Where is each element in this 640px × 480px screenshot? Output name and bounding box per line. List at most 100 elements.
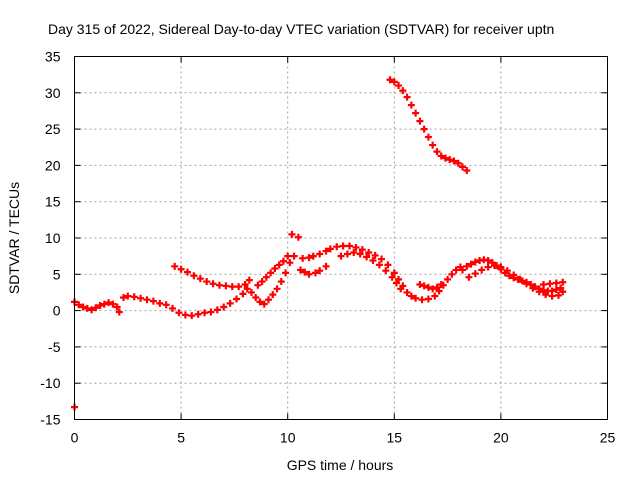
data-point	[467, 260, 475, 268]
data-point	[392, 279, 400, 287]
data-point	[375, 261, 383, 269]
x-tick-label: 20	[493, 430, 509, 446]
data-point	[559, 278, 567, 286]
data-point	[222, 282, 230, 290]
data-point	[557, 284, 565, 292]
data-point	[352, 243, 360, 251]
data-point	[337, 252, 345, 260]
data-point	[177, 265, 185, 273]
y-tick-label: 30	[45, 85, 61, 101]
data-point	[343, 250, 351, 258]
y-tick-label: -10	[40, 375, 60, 391]
data-point	[471, 270, 479, 278]
data-point	[433, 148, 441, 156]
data-point	[350, 249, 358, 257]
data-point	[254, 281, 262, 289]
data-point	[448, 270, 456, 278]
data-point	[109, 300, 117, 308]
x-tick-label: 15	[387, 430, 403, 446]
data-point	[322, 247, 330, 255]
data-point	[522, 280, 530, 288]
data-point	[299, 254, 307, 262]
data-point	[265, 296, 273, 304]
data-point	[416, 117, 424, 125]
data-point	[386, 76, 394, 84]
data-point	[497, 263, 505, 271]
y-tick-label: 25	[45, 121, 61, 137]
data-point	[226, 299, 234, 307]
data-point	[188, 312, 196, 320]
data-point	[316, 267, 324, 275]
data-point	[412, 109, 420, 117]
data-point	[384, 261, 392, 269]
data-point	[279, 257, 287, 265]
data-point	[390, 78, 398, 86]
data-point	[190, 272, 198, 280]
data-point	[88, 306, 96, 314]
data-point	[301, 268, 309, 276]
data-point	[444, 275, 452, 283]
data-point	[516, 275, 524, 283]
data-point	[290, 252, 298, 260]
data-point	[333, 243, 341, 251]
data-point	[156, 299, 164, 307]
data-point	[435, 287, 443, 295]
data-point	[542, 291, 550, 299]
data-point	[420, 125, 428, 133]
data-point	[363, 253, 371, 261]
data-point	[96, 302, 104, 310]
y-tick-label: -5	[48, 339, 61, 355]
data-point	[171, 262, 179, 270]
y-tick-label: 15	[45, 194, 61, 210]
data-point	[358, 246, 366, 254]
data-point	[105, 299, 113, 307]
data-point	[245, 276, 253, 284]
data-point	[371, 251, 379, 259]
data-point	[491, 262, 499, 270]
data-point	[194, 310, 202, 318]
data-point	[181, 311, 189, 319]
data-point	[416, 280, 424, 288]
data-point	[529, 284, 537, 292]
data-point	[412, 294, 420, 302]
grid	[74, 56, 608, 420]
data-point	[459, 266, 467, 274]
data-point	[454, 159, 462, 167]
x-tick-label: 25	[600, 430, 616, 446]
data-point	[267, 269, 275, 277]
data-point	[452, 266, 460, 274]
data-point	[339, 242, 347, 250]
data-point	[484, 263, 492, 271]
data-point	[120, 294, 128, 302]
data-point	[548, 292, 556, 300]
data-point	[130, 293, 138, 301]
data-point	[365, 249, 373, 257]
data-point	[407, 101, 415, 109]
data-point	[256, 298, 264, 306]
data-point	[175, 309, 183, 317]
data-point	[478, 266, 486, 274]
data-point	[220, 303, 228, 311]
data-point	[137, 294, 145, 302]
data-point	[552, 279, 560, 287]
data-point	[403, 288, 411, 296]
data-point	[196, 275, 204, 283]
data-point	[446, 156, 454, 164]
data-point	[395, 82, 403, 90]
data-point	[503, 267, 511, 275]
data-point	[271, 264, 279, 272]
data-point	[382, 267, 390, 275]
data-point	[369, 257, 377, 265]
data-point	[282, 269, 290, 277]
data-point	[463, 262, 471, 270]
data-point	[262, 273, 270, 281]
data-point	[484, 257, 492, 265]
data-point	[429, 285, 437, 293]
data-point	[143, 296, 151, 304]
data-point	[286, 259, 294, 267]
y-tick-label: 5	[53, 266, 61, 282]
data-point	[356, 250, 364, 258]
y-tick-label: 10	[45, 230, 61, 246]
